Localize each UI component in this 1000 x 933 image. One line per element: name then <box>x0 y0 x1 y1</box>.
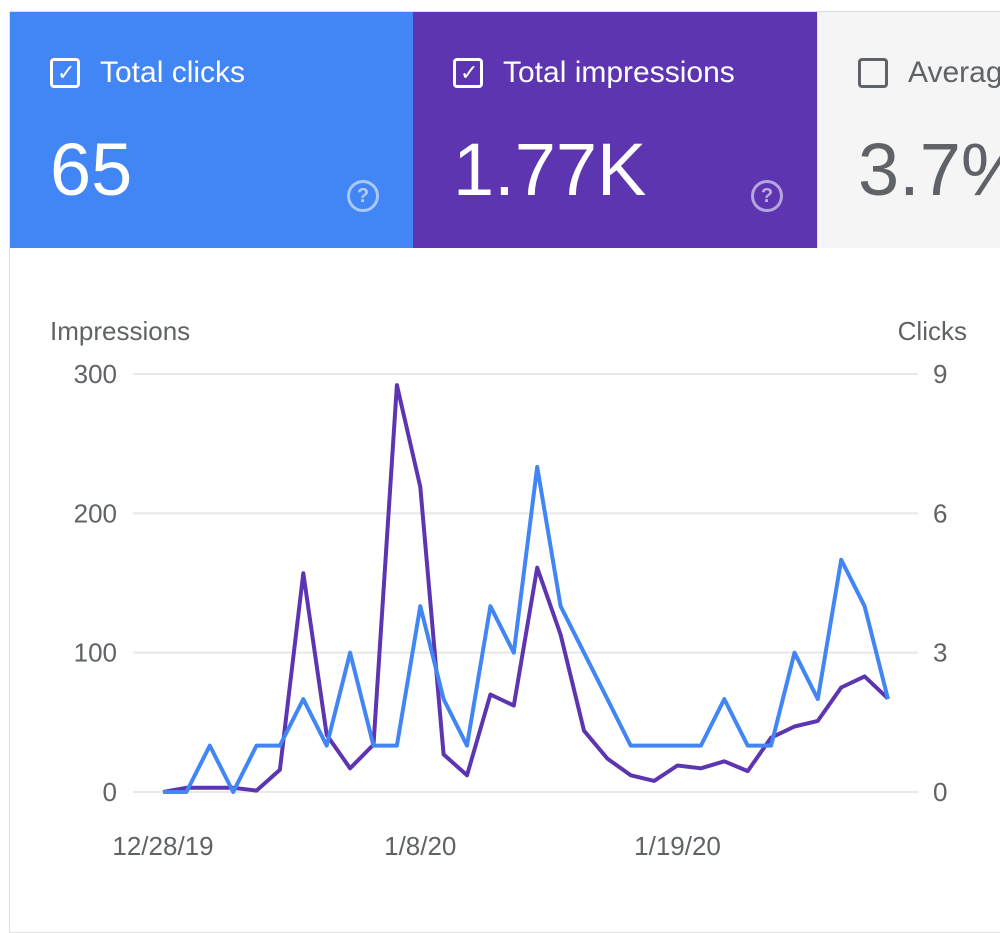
metric-value: 65 <box>50 128 133 211</box>
right-tick-label: 3 <box>933 638 947 668</box>
checkbox-checked-icon[interactable]: ✓ <box>50 58 80 88</box>
left-tick-label: 100 <box>74 638 117 668</box>
right-tick-label: 0 <box>933 777 947 807</box>
checkbox-checked-icon[interactable]: ✓ <box>453 58 483 88</box>
help-icon[interactable]: ? <box>751 180 783 212</box>
x-tick-label: 12/28/19 <box>112 831 213 861</box>
metric-value: 1.77K <box>453 128 647 211</box>
left-tick-label: 200 <box>74 498 117 528</box>
metric-label: Total impressions <box>503 56 735 89</box>
left-tick-label: 300 <box>74 359 117 389</box>
right-axis-label: Clicks <box>898 316 967 346</box>
right-tick-label: 6 <box>933 498 947 528</box>
metric-card-impressions[interactable]: ✓ Total impressions 1.77K ? <box>413 12 817 248</box>
x-tick-label: 1/8/20 <box>384 831 456 861</box>
series-line-clicks <box>163 464 890 794</box>
left-tick-label: 0 <box>103 777 117 807</box>
metric-label: Averag <box>908 56 1000 89</box>
metric-value: 3.7% <box>858 128 1000 211</box>
left-axis-label: Impressions <box>50 316 190 346</box>
series-line-impressions <box>162 383 890 794</box>
metric-card-ctr[interactable]: Averag 3.7% <box>817 12 1000 248</box>
help-icon[interactable]: ? <box>347 180 379 212</box>
right-tick-label: 9 <box>933 359 947 389</box>
metric-card-clicks[interactable]: ✓ Total clicks 65 ? <box>10 12 413 248</box>
metric-label: Total clicks <box>100 56 246 89</box>
x-tick-label: 1/19/20 <box>634 831 721 861</box>
checkbox-unchecked-icon[interactable] <box>858 58 888 88</box>
